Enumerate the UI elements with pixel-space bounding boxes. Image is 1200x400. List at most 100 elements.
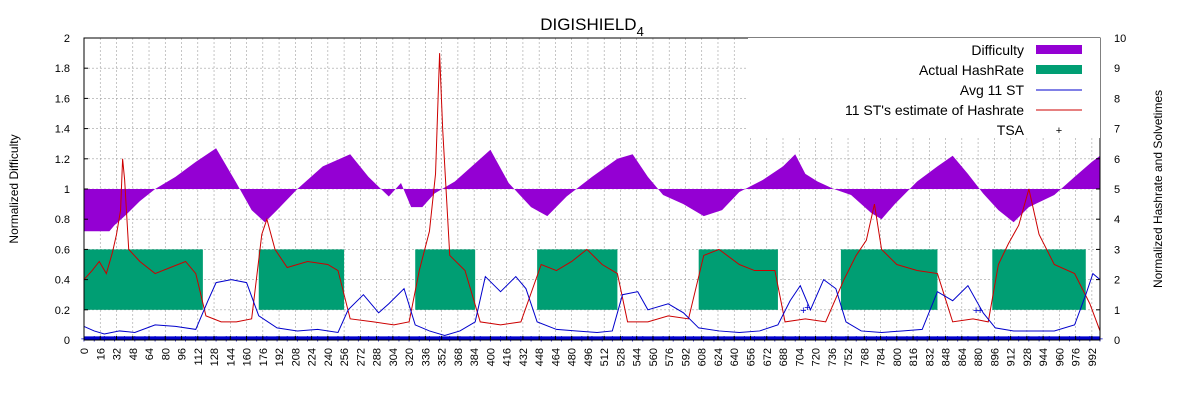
x-tick-label: 304 — [388, 348, 400, 366]
x-tick-label: 592 — [680, 348, 692, 366]
y2-tick-label: 0 — [1114, 335, 1120, 347]
series-tsa-point: + — [800, 305, 806, 317]
x-tick-label: 464 — [550, 348, 562, 366]
x-tick-label: 848 — [941, 348, 953, 366]
y-axis-left: 0 0.2 0.4 0.6 0.8 1 1.2 1.4 1.6 1.8 2 — [55, 33, 88, 347]
x-tick-label: 128 — [209, 348, 221, 366]
x-tick-label: 640 — [729, 348, 741, 366]
x-tick-label: 528 — [615, 348, 627, 366]
series-actual-hashrate-band — [537, 249, 618, 310]
x-tick-label: 752 — [843, 348, 855, 366]
x-tick-label: 240 — [323, 348, 335, 366]
x-tick-label: 832 — [924, 348, 936, 366]
x-tick-label: 144 — [225, 348, 237, 366]
x-tick-label: 608 — [697, 348, 709, 366]
x-tick-label: 704 — [794, 348, 806, 366]
y-tick-label: 1.2 — [55, 154, 70, 166]
series-avg-11-st — [83, 272, 1101, 336]
series-actual-hashrate-band — [415, 249, 476, 310]
legend-label: Actual HashRate — [919, 62, 1024, 78]
x-tick-label: 512 — [599, 348, 611, 366]
x-tick-label: 816 — [908, 348, 920, 366]
y-tick-label: 1.4 — [55, 124, 70, 136]
x-tick-label: 64 — [144, 348, 156, 360]
legend-swatch-difficulty — [1036, 45, 1082, 54]
x-tick-label: 976 — [1071, 348, 1083, 366]
chart-title-subscript: 4 — [637, 24, 644, 39]
series-tsa-point: + — [977, 305, 983, 317]
x-tick-label: 656 — [745, 348, 757, 366]
legend-label: Difficulty — [971, 42, 1024, 58]
x-tick-label: 480 — [567, 348, 579, 366]
y-tick-label: 0.4 — [55, 275, 70, 287]
y-tick-label: 0.2 — [55, 305, 70, 317]
y2-tick-label: 7 — [1114, 124, 1120, 136]
y-tick-label: 1.8 — [55, 63, 70, 75]
y-tick-label: 0.6 — [55, 244, 70, 256]
y2-tick-label: 6 — [1114, 154, 1120, 166]
x-tick-label: 160 — [242, 348, 254, 366]
x-tick-label: 0 — [79, 348, 91, 354]
y-tick-label: 1.6 — [55, 93, 70, 105]
x-tick-label: 624 — [713, 348, 725, 366]
x-tick-label: 208 — [290, 348, 302, 366]
legend-swatch-actual-hashrate — [1036, 65, 1082, 74]
series-tsa-point: + — [804, 302, 810, 314]
x-tick-label: 368 — [453, 348, 465, 366]
legend-background — [748, 38, 1100, 138]
legend-swatch-tsa: + — [1056, 125, 1062, 137]
y2-tick-label: 4 — [1114, 214, 1120, 226]
y-tick-label: 1 — [64, 184, 70, 196]
y2-tick-label: 10 — [1114, 33, 1126, 45]
y2-tick-label: 3 — [1114, 244, 1120, 256]
series-tsa-baseline — [84, 336, 1100, 340]
x-tick-label: 672 — [762, 348, 774, 366]
series-actual-hashrate-band — [258, 249, 345, 310]
y2-tick-label: 9 — [1114, 63, 1120, 75]
x-tick-label: 256 — [339, 348, 351, 366]
x-tick-label: 576 — [664, 348, 676, 366]
legend-item-avg-11-st: Avg 11 ST — [960, 82, 1082, 98]
x-tick-label: 416 — [502, 348, 514, 366]
x-tick-label: 288 — [372, 348, 384, 366]
x-tick-label: 928 — [1022, 348, 1034, 366]
x-tick-label: 560 — [648, 348, 660, 366]
x-tick-label: 176 — [258, 348, 270, 366]
plot-series: ++++++++++++++++++++++++++++++++++++++++… — [81, 53, 1103, 345]
x-tick-label: 16 — [95, 348, 107, 360]
x-tick-label: 992 — [1087, 348, 1099, 366]
x-tick-label: 112 — [193, 348, 205, 366]
x-tick-label: 432 — [518, 348, 530, 366]
series-actual-hashrate-band — [698, 249, 778, 310]
y-tick-label: 0 — [64, 335, 70, 347]
y2-tick-label: 1 — [1114, 305, 1120, 317]
y-axis-right: 0 1 2 3 4 5 6 7 8 9 10 — [1096, 33, 1126, 347]
x-tick-label: 352 — [437, 348, 449, 366]
legend-label: 11 ST's estimate of Hashrate — [845, 102, 1024, 118]
x-tick-label: 720 — [811, 348, 823, 366]
legend-label: TSA — [997, 122, 1025, 138]
x-tick-label: 320 — [404, 348, 416, 366]
x-tick-label: 912 — [1006, 348, 1018, 366]
legend: Difficulty Actual HashRate Avg 11 ST 11 … — [748, 38, 1100, 138]
x-tick-label: 768 — [859, 348, 871, 366]
x-tick-label: 960 — [1054, 348, 1066, 366]
series-actual-hashrate-band — [84, 249, 203, 310]
y2-axis-label: Normalized Hashrate and Solvetimes — [1151, 90, 1165, 288]
y-tick-label: 0.8 — [55, 214, 70, 226]
x-axis: 0 16 32 48 64 80 96 112 128 144 160 176 192 208 224 240… — [79, 336, 1099, 366]
x-tick-label: 336 — [420, 348, 432, 366]
x-tick-label: 448 — [534, 348, 546, 366]
series-estimate-hashrate — [83, 53, 1101, 332]
x-tick-label: 224 — [307, 348, 319, 366]
x-tick-label: 800 — [892, 348, 904, 366]
x-tick-label: 736 — [827, 348, 839, 366]
x-tick-label: 80 — [160, 348, 172, 360]
series-difficulty — [84, 148, 1100, 232]
legend-item-estimate-hashrate: 11 ST's estimate of Hashrate — [845, 102, 1082, 118]
x-tick-label: 96 — [177, 348, 189, 360]
series-actual-hashrate-band — [840, 249, 938, 310]
x-tick-label: 272 — [355, 348, 367, 366]
y2-tick-label: 8 — [1114, 93, 1120, 105]
